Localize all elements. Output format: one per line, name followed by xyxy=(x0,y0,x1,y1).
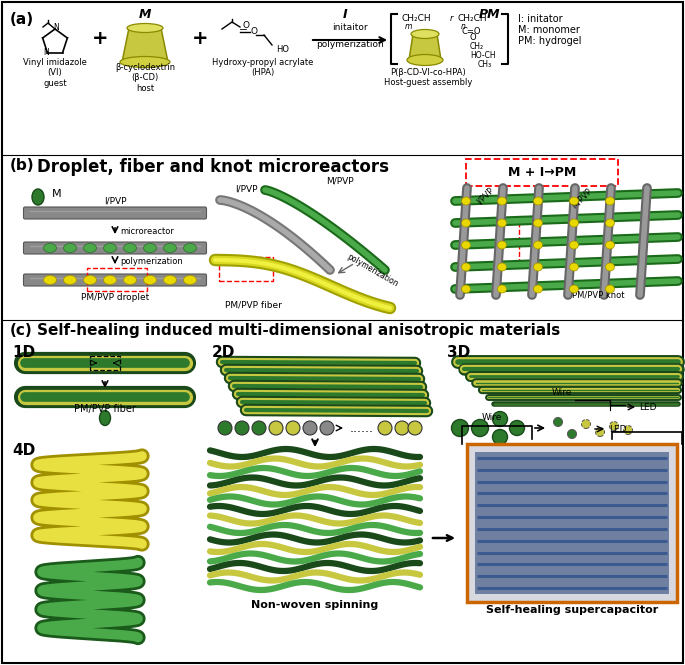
Ellipse shape xyxy=(606,197,614,205)
Ellipse shape xyxy=(497,219,506,227)
Text: Vinyl imidazole
(VI)
guest: Vinyl imidazole (VI) guest xyxy=(23,58,87,88)
Text: N: N xyxy=(53,23,59,33)
Ellipse shape xyxy=(411,29,439,39)
Ellipse shape xyxy=(103,275,116,285)
Ellipse shape xyxy=(303,421,317,435)
Text: +: + xyxy=(192,29,208,47)
Polygon shape xyxy=(409,34,441,60)
Ellipse shape xyxy=(184,275,197,285)
Ellipse shape xyxy=(164,243,177,253)
Text: I/PVP: I/PVP xyxy=(103,196,126,205)
Polygon shape xyxy=(122,28,168,62)
Text: ......: ...... xyxy=(350,422,374,434)
Ellipse shape xyxy=(184,243,197,253)
Text: M/PVP: M/PVP xyxy=(326,176,354,185)
Text: Non-woven spinning: Non-woven spinning xyxy=(251,600,379,610)
Text: Wire: Wire xyxy=(552,388,573,397)
Ellipse shape xyxy=(606,241,614,249)
Ellipse shape xyxy=(252,421,266,435)
Text: CH₂CH: CH₂CH xyxy=(458,14,488,23)
Text: O: O xyxy=(242,21,249,31)
Text: +: + xyxy=(92,29,108,47)
Ellipse shape xyxy=(606,285,614,293)
Text: HO: HO xyxy=(276,45,289,53)
Ellipse shape xyxy=(569,219,579,227)
Text: I/PVP: I/PVP xyxy=(235,184,258,193)
Ellipse shape xyxy=(451,420,469,436)
Ellipse shape xyxy=(44,275,56,285)
Ellipse shape xyxy=(534,263,543,271)
Ellipse shape xyxy=(534,197,543,205)
Text: 3D: 3D xyxy=(447,345,470,360)
Ellipse shape xyxy=(269,421,283,435)
Ellipse shape xyxy=(235,421,249,435)
Ellipse shape xyxy=(127,23,163,33)
Text: M/PVP: M/PVP xyxy=(570,186,594,209)
Ellipse shape xyxy=(534,241,543,249)
Text: Self-healing supercapacitor: Self-healing supercapacitor xyxy=(486,605,658,615)
Text: M: M xyxy=(52,189,62,199)
Text: polymerization: polymerization xyxy=(316,40,384,49)
Ellipse shape xyxy=(493,430,508,444)
Text: 2D: 2D xyxy=(212,345,236,360)
Ellipse shape xyxy=(218,421,232,435)
Text: Wire: Wire xyxy=(482,413,502,422)
Ellipse shape xyxy=(534,285,543,293)
Ellipse shape xyxy=(497,241,506,249)
Text: Self-healing induced multi-dimensional anisotropic materials: Self-healing induced multi-dimensional a… xyxy=(37,323,560,338)
FancyBboxPatch shape xyxy=(467,444,677,602)
Text: CH₂: CH₂ xyxy=(470,42,484,51)
Ellipse shape xyxy=(569,285,579,293)
Ellipse shape xyxy=(64,243,77,253)
Text: PM/PVP knot: PM/PVP knot xyxy=(573,291,625,300)
Ellipse shape xyxy=(471,420,488,436)
Ellipse shape xyxy=(123,243,136,253)
Ellipse shape xyxy=(569,263,579,271)
Ellipse shape xyxy=(32,189,44,205)
Text: CH₃: CH₃ xyxy=(478,60,492,69)
Ellipse shape xyxy=(395,421,409,435)
Text: (a): (a) xyxy=(10,12,34,27)
Text: I: initator: I: initator xyxy=(518,14,562,24)
Text: I/PVP: I/PVP xyxy=(475,186,495,207)
Ellipse shape xyxy=(123,275,136,285)
Text: microreactor: microreactor xyxy=(120,227,174,235)
FancyBboxPatch shape xyxy=(23,207,206,219)
Text: polymerization: polymerization xyxy=(345,252,399,288)
Text: O: O xyxy=(470,33,477,42)
Ellipse shape xyxy=(407,55,443,65)
Text: N: N xyxy=(43,48,49,57)
Text: PM: PM xyxy=(479,8,501,21)
Ellipse shape xyxy=(567,430,577,438)
Text: M: M xyxy=(139,8,151,21)
Text: O: O xyxy=(251,27,258,37)
Ellipse shape xyxy=(143,243,156,253)
Text: P(β-CD-VI-co-HPA)
Host-guest assembly: P(β-CD-VI-co-HPA) Host-guest assembly xyxy=(384,68,472,87)
Ellipse shape xyxy=(497,285,506,293)
Ellipse shape xyxy=(84,243,97,253)
Ellipse shape xyxy=(143,275,156,285)
Text: I: I xyxy=(342,8,347,21)
Ellipse shape xyxy=(534,219,543,227)
Text: n: n xyxy=(461,22,466,31)
Ellipse shape xyxy=(84,275,97,285)
Ellipse shape xyxy=(595,428,604,436)
Text: Droplet, fiber and knot microreactors: Droplet, fiber and knot microreactors xyxy=(37,158,389,176)
Ellipse shape xyxy=(462,219,471,227)
Text: (c): (c) xyxy=(10,323,33,338)
Ellipse shape xyxy=(408,421,422,435)
Ellipse shape xyxy=(99,410,110,426)
Ellipse shape xyxy=(462,241,471,249)
Ellipse shape xyxy=(493,412,508,426)
FancyBboxPatch shape xyxy=(466,159,618,186)
Ellipse shape xyxy=(462,285,471,293)
Text: HO-CH: HO-CH xyxy=(470,51,496,60)
Ellipse shape xyxy=(120,57,170,68)
Ellipse shape xyxy=(606,263,614,271)
Ellipse shape xyxy=(286,421,300,435)
Text: polymerization: polymerization xyxy=(120,257,183,267)
Ellipse shape xyxy=(103,243,116,253)
Ellipse shape xyxy=(510,420,525,436)
Ellipse shape xyxy=(462,263,471,271)
